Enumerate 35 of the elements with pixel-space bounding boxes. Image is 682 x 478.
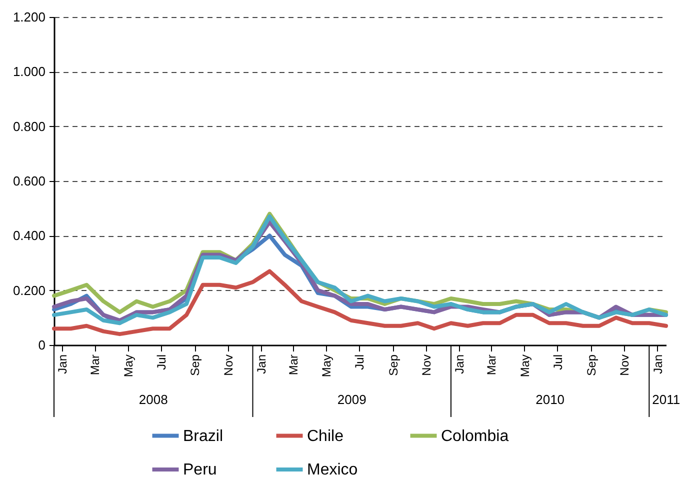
x-tick-label: Nov	[221, 354, 236, 376]
x-tick-label: Jul	[352, 354, 367, 370]
legend-label: Brazil	[183, 428, 224, 445]
x-tick-label: Jan	[56, 354, 70, 374]
y-tick-label: 0.400	[12, 228, 46, 244]
y-tick-label: 1.200	[12, 10, 46, 24]
legend-label: Mexico	[307, 462, 358, 478]
y-tick-label: 1.000	[12, 64, 46, 80]
x-tick-label: Mar	[484, 354, 499, 376]
x-tick-label: Sep	[386, 354, 400, 376]
x-tick-label: Mar	[286, 354, 300, 376]
x-tick-label: Nov	[618, 354, 632, 376]
legend-label: Peru	[183, 462, 217, 478]
text: 2010	[536, 392, 565, 407]
x-tick-label: Jan	[650, 354, 665, 374]
x-tick-label: Jul	[550, 354, 565, 370]
y-tick-label: 0	[38, 338, 46, 352]
y-tick-label: 0.200	[12, 282, 46, 298]
x-tick-label: Mar	[88, 354, 102, 376]
y-tick-label: 0.600	[12, 174, 46, 188]
x-tick-label: May	[320, 354, 334, 378]
x-tick-label: Jul	[154, 354, 168, 370]
legend-label: Chile	[307, 428, 344, 445]
x-tick-label: May	[518, 354, 532, 378]
x-tick-label: Sep	[584, 354, 599, 376]
text: 2009	[337, 392, 366, 407]
x-tick-label: May	[121, 354, 136, 378]
x-tick-label: Jan	[254, 354, 268, 374]
text: 2011	[652, 392, 680, 407]
x-tick-label: Nov	[419, 354, 434, 376]
text: 2008	[138, 392, 168, 407]
x-tick-label: Sep	[188, 354, 202, 376]
legend-label: Colombia	[441, 428, 509, 445]
y-tick-label: 0.800	[12, 118, 46, 134]
x-tick-label: Jan	[452, 354, 467, 374]
